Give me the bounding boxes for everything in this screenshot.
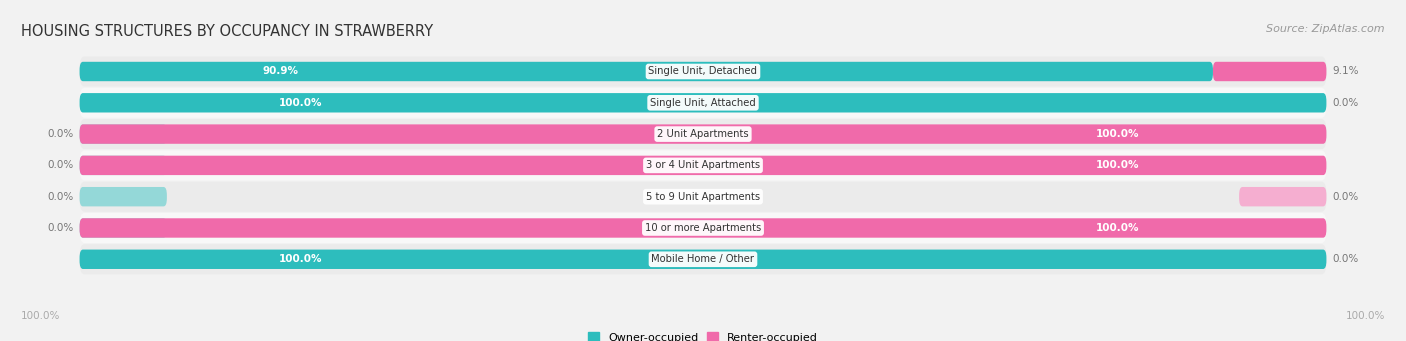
FancyBboxPatch shape	[80, 218, 167, 238]
FancyBboxPatch shape	[80, 124, 167, 144]
FancyBboxPatch shape	[1239, 187, 1326, 206]
FancyBboxPatch shape	[80, 218, 1326, 238]
Text: Source: ZipAtlas.com: Source: ZipAtlas.com	[1267, 24, 1385, 34]
Text: 0.0%: 0.0%	[1333, 98, 1360, 108]
Text: 0.0%: 0.0%	[1333, 192, 1360, 202]
FancyBboxPatch shape	[80, 213, 1326, 243]
FancyBboxPatch shape	[80, 156, 167, 175]
FancyBboxPatch shape	[80, 187, 167, 206]
FancyBboxPatch shape	[80, 250, 1326, 269]
Text: 100.0%: 100.0%	[278, 254, 322, 264]
Text: 2 Unit Apartments: 2 Unit Apartments	[657, 129, 749, 139]
FancyBboxPatch shape	[80, 88, 1326, 118]
FancyBboxPatch shape	[80, 62, 1213, 81]
Text: 100.0%: 100.0%	[1095, 223, 1139, 233]
Text: Single Unit, Detached: Single Unit, Detached	[648, 66, 758, 76]
Text: 100.0%: 100.0%	[1095, 129, 1139, 139]
Text: 0.0%: 0.0%	[46, 192, 73, 202]
Text: 3 or 4 Unit Apartments: 3 or 4 Unit Apartments	[645, 160, 761, 170]
Text: 0.0%: 0.0%	[1333, 254, 1360, 264]
Text: 100.0%: 100.0%	[1095, 160, 1139, 170]
Text: Single Unit, Attached: Single Unit, Attached	[650, 98, 756, 108]
FancyBboxPatch shape	[80, 156, 1326, 175]
Text: HOUSING STRUCTURES BY OCCUPANCY IN STRAWBERRY: HOUSING STRUCTURES BY OCCUPANCY IN STRAW…	[21, 24, 433, 39]
Text: 0.0%: 0.0%	[46, 129, 73, 139]
FancyBboxPatch shape	[80, 182, 1326, 212]
FancyBboxPatch shape	[80, 119, 1326, 149]
FancyBboxPatch shape	[80, 124, 1326, 144]
FancyBboxPatch shape	[80, 57, 1326, 87]
Text: 9.1%: 9.1%	[1333, 66, 1360, 76]
Text: 100.0%: 100.0%	[1346, 311, 1385, 321]
Text: 0.0%: 0.0%	[46, 160, 73, 170]
Text: 100.0%: 100.0%	[278, 98, 322, 108]
Text: 5 to 9 Unit Apartments: 5 to 9 Unit Apartments	[645, 192, 761, 202]
Text: Mobile Home / Other: Mobile Home / Other	[651, 254, 755, 264]
Text: 90.9%: 90.9%	[262, 66, 298, 76]
Text: 100.0%: 100.0%	[21, 311, 60, 321]
Text: 0.0%: 0.0%	[46, 223, 73, 233]
FancyBboxPatch shape	[80, 93, 1326, 113]
FancyBboxPatch shape	[1213, 62, 1326, 81]
Text: 10 or more Apartments: 10 or more Apartments	[645, 223, 761, 233]
Legend: Owner-occupied, Renter-occupied: Owner-occupied, Renter-occupied	[583, 328, 823, 341]
FancyBboxPatch shape	[80, 150, 1326, 180]
FancyBboxPatch shape	[80, 244, 1326, 274]
